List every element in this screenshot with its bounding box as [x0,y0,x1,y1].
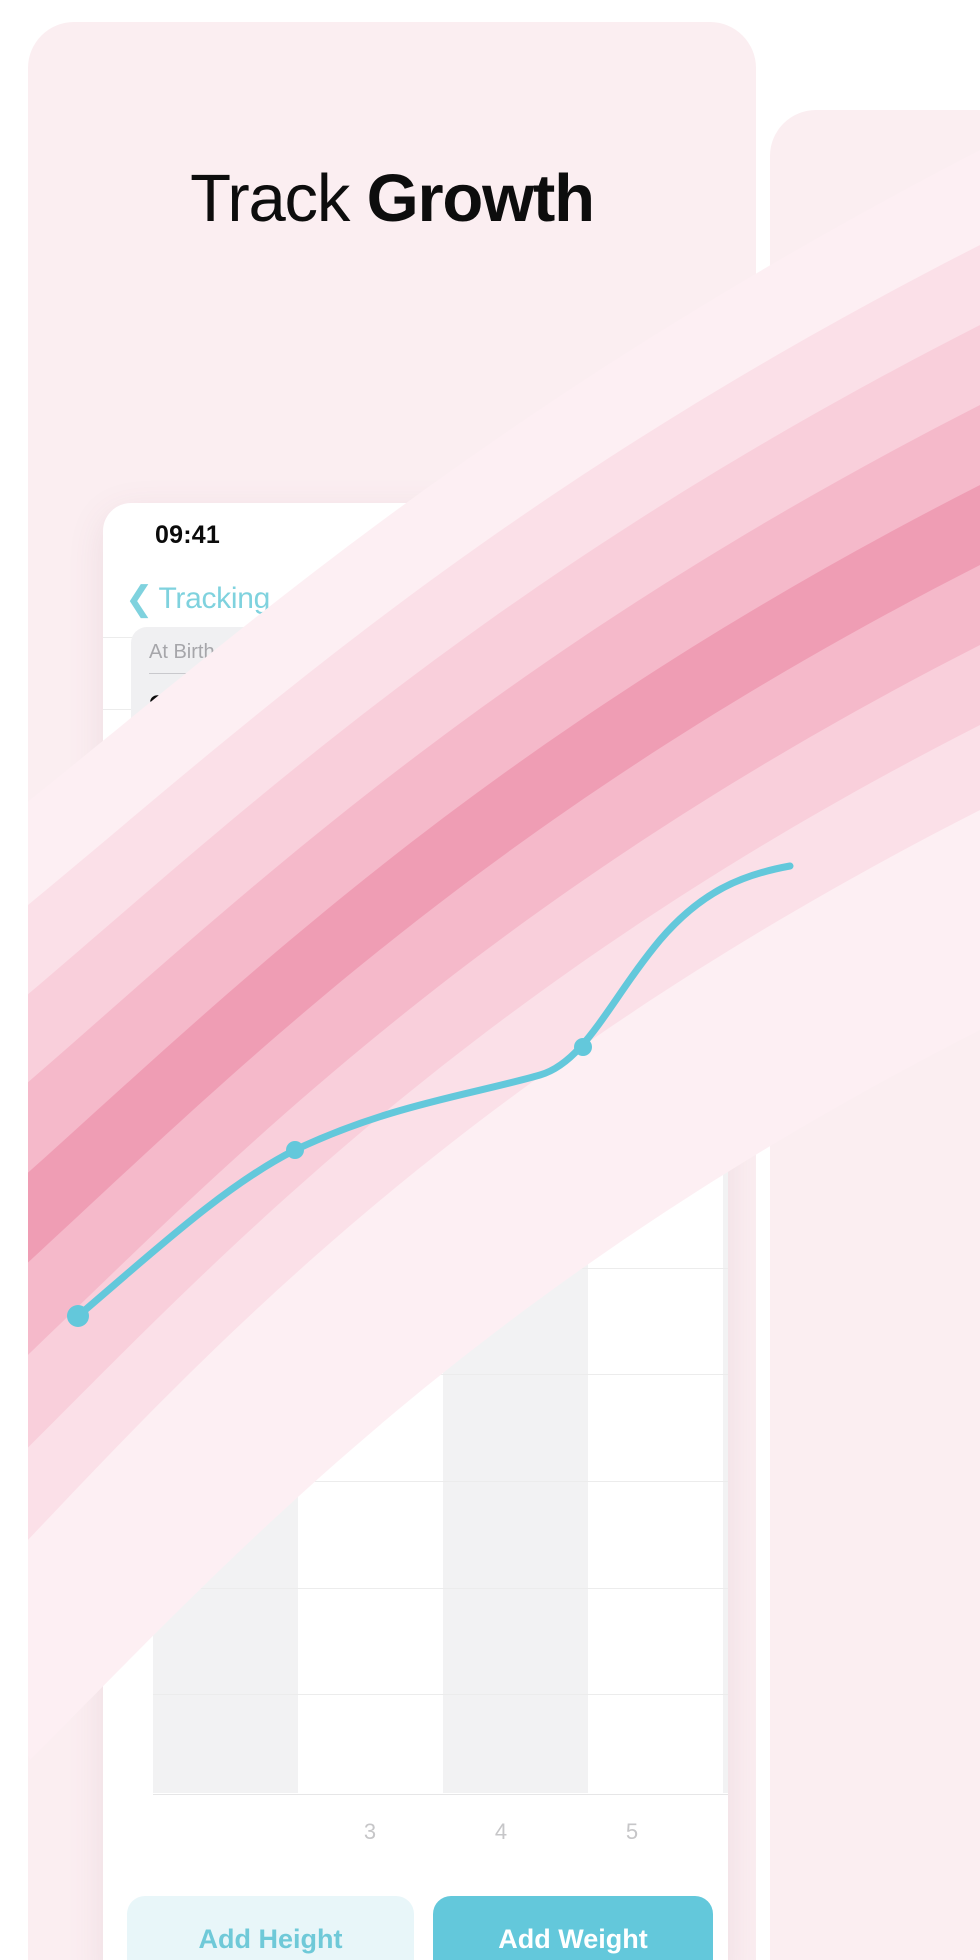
stat-card-caption: At Birth [149,641,215,663]
stat-card-value: 3.00 [149,689,209,725]
stat-card-divider [345,673,489,674]
chart-gridline [153,1481,728,1482]
stat-card-current[interactable]: Current 6.20 kg 23/09/2020 [327,627,507,777]
page-title: Track Growth [28,160,756,237]
chart-x-tick: 4 [494,1819,508,1844]
phone-mockup: 09:41 ❮ Tracking Growth i [103,503,728,1960]
stat-card-date: 24/05/2020 [149,737,260,762]
stat-card-change[interactable]: Change 3.20 kg ↑ [523,627,703,777]
wifi-icon [633,526,653,541]
stat-card-value: 3.20 [541,689,601,725]
stat-card-caption: Current [345,641,412,663]
chart-gridline [153,1694,728,1695]
add-weight-button[interactable]: Add Weight [433,1896,713,1960]
battery-icon [667,524,703,541]
info-icon[interactable]: i [456,589,483,616]
chart-band [723,841,728,1793]
stat-card-caption: Change [541,641,612,663]
chart-y-tick: 4 [132,1469,145,1494]
chart-gridline [153,1268,728,1269]
stat-card-unit: kg [241,699,265,721]
chart-band [153,841,298,1793]
status-bar-time: 09:41 [155,521,220,549]
stat-card-unit: kg [633,699,657,721]
stat-card-at-birth[interactable]: At Birth 3.00 kg 24/05/2020 [131,627,311,777]
page-title-light: Track [190,161,367,236]
action-bar: Add Height Add Weight [103,1882,728,1960]
stat-card-date: 23/09/2020 [345,737,456,762]
page-title-bold: Growth [366,161,595,236]
chart-x-tick: 5 [625,1819,639,1844]
stat-card-value: 6.20 [345,689,405,725]
stat-card-divider [541,673,685,674]
hero-right-edge [770,110,980,1960]
growth-chart: 10 9 8 4 3 4 5 6 [121,829,728,1851]
hero-card: Track Growth 09:41 ❮ Tracking Growth [28,22,756,1960]
chart-y-tick: 9 [132,936,145,961]
chart-gridline [153,1588,728,1589]
chart-y-tick: 10 [120,829,145,854]
stat-card-divider [149,673,293,674]
status-bar-icons [592,523,703,542]
chart-x-axis [153,1794,728,1795]
chart-gridline [153,1161,728,1162]
arrow-up-icon: ↑ [541,731,555,762]
chart-y-tick: 8 [132,1042,145,1067]
stat-card-unit: kg [437,699,461,721]
cellular-signal-icon [592,523,619,542]
percentile-label: James's weight percentile: 14 [131,798,453,826]
add-height-button[interactable]: Add Height [127,1896,414,1960]
status-bar: 09:41 [103,503,728,565]
chart-band [443,841,588,1793]
chart-gridline [153,841,728,842]
chart-x-tick: 3 [363,1819,377,1844]
chart-gridline [153,1374,728,1375]
nav-title: Growth [365,582,466,614]
chart-gridline [153,1054,728,1055]
chart-gridline [153,948,728,949]
